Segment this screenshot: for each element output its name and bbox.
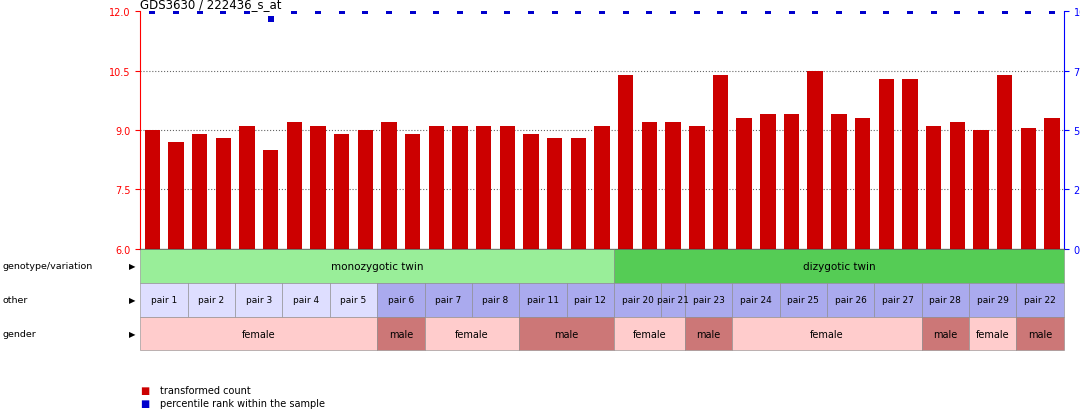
Bar	[405, 135, 420, 249]
Text: pair 27: pair 27	[882, 295, 914, 304]
Bar	[216, 139, 231, 249]
Bar	[1021, 129, 1036, 249]
Bar	[902, 79, 918, 249]
Bar	[926, 127, 942, 249]
Text: pair 6: pair 6	[388, 295, 414, 304]
Text: pair 25: pair 25	[787, 295, 820, 304]
Text: pair 1: pair 1	[151, 295, 177, 304]
Text: pair 24: pair 24	[740, 295, 772, 304]
Bar	[878, 79, 894, 249]
Text: pair 22: pair 22	[1024, 295, 1056, 304]
Bar	[832, 115, 847, 249]
Bar	[642, 123, 657, 249]
Bar	[286, 123, 302, 249]
Bar	[168, 142, 184, 249]
Bar	[689, 127, 704, 249]
Bar	[855, 119, 870, 249]
Text: ▶: ▶	[129, 295, 135, 304]
Text: pair 11: pair 11	[527, 295, 559, 304]
Text: pair 3: pair 3	[245, 295, 272, 304]
Bar	[145, 131, 160, 249]
Text: pair 26: pair 26	[835, 295, 866, 304]
Bar	[548, 139, 563, 249]
Bar	[334, 135, 349, 249]
Text: pair 29: pair 29	[976, 295, 1009, 304]
Text: pair 7: pair 7	[435, 295, 461, 304]
Text: pair 20: pair 20	[622, 295, 653, 304]
Bar	[570, 139, 586, 249]
Text: pair 21: pair 21	[658, 295, 689, 304]
Bar	[476, 127, 491, 249]
Text: pair 28: pair 28	[930, 295, 961, 304]
Text: gender: gender	[2, 329, 36, 338]
Text: male: male	[554, 329, 579, 339]
Bar	[949, 123, 964, 249]
Bar	[453, 127, 468, 249]
Bar	[665, 123, 680, 249]
Bar	[808, 71, 823, 249]
Text: female: female	[633, 329, 666, 339]
Text: male: male	[1028, 329, 1052, 339]
Text: percentile rank within the sample: percentile rank within the sample	[160, 398, 325, 408]
Text: pair 4: pair 4	[293, 295, 320, 304]
Bar	[357, 131, 373, 249]
Bar	[618, 76, 634, 249]
Text: male: male	[697, 329, 720, 339]
Text: ▶: ▶	[129, 329, 135, 338]
Bar	[310, 127, 326, 249]
Text: other: other	[2, 295, 27, 304]
Text: GDS3630 / 222436_s_at: GDS3630 / 222436_s_at	[140, 0, 282, 11]
Bar	[973, 131, 988, 249]
Text: ▶: ▶	[129, 261, 135, 271]
Text: genotype/variation: genotype/variation	[2, 261, 93, 271]
Bar	[192, 135, 207, 249]
Bar	[737, 119, 752, 249]
Text: ■: ■	[140, 385, 150, 395]
Text: female: female	[810, 329, 843, 339]
Bar	[760, 115, 775, 249]
Bar	[713, 76, 728, 249]
Bar	[997, 76, 1012, 249]
Bar	[524, 135, 539, 249]
Text: female: female	[976, 329, 1010, 339]
Text: pair 8: pair 8	[483, 295, 509, 304]
Text: male: male	[933, 329, 958, 339]
Text: pair 5: pair 5	[340, 295, 366, 304]
Bar	[500, 127, 515, 249]
Bar	[240, 127, 255, 249]
Text: transformed count: transformed count	[160, 385, 251, 395]
Bar	[594, 127, 610, 249]
Text: dizygotic twin: dizygotic twin	[802, 261, 875, 271]
Bar	[1044, 119, 1059, 249]
Text: pair 2: pair 2	[199, 295, 225, 304]
Text: female: female	[455, 329, 488, 339]
Text: male: male	[389, 329, 413, 339]
Bar	[784, 115, 799, 249]
Text: pair 12: pair 12	[575, 295, 606, 304]
Text: monozygotic twin: monozygotic twin	[330, 261, 423, 271]
Bar	[381, 123, 396, 249]
Text: pair 23: pair 23	[692, 295, 725, 304]
Text: female: female	[242, 329, 275, 339]
Bar	[262, 150, 279, 249]
Bar	[429, 127, 444, 249]
Text: ■: ■	[140, 398, 150, 408]
